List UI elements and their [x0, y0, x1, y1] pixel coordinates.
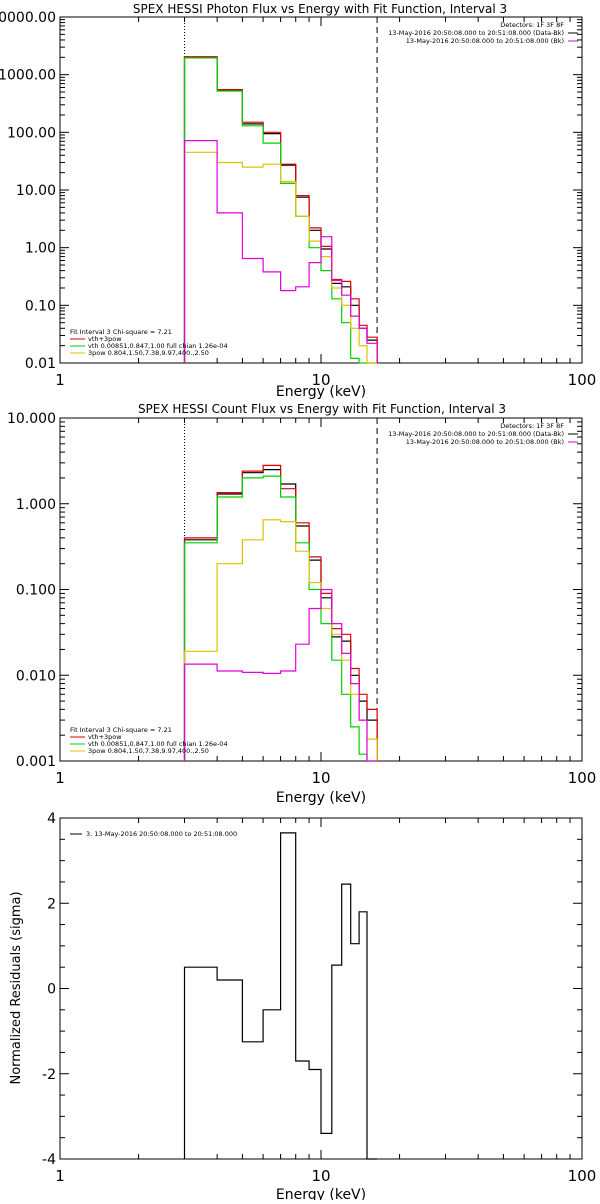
legend-entry: 13-May-2016 20:50:08.000 to 20:51:08.000…: [388, 430, 564, 438]
y-tick-label: 0.100: [16, 583, 56, 599]
y-tick-label: -4: [42, 1152, 56, 1168]
legend-entry: 13-May-2016 20:50:08.000 to 20:51:08.000…: [406, 438, 564, 446]
residuals-panel: 1 10 100 -4 -2 0 2 4 3. 13-May-2016 20:50:08.00…: [9, 811, 596, 1203]
series-bk: [183, 588, 378, 762]
count-flux-series: [183, 464, 378, 762]
y-tick-label: -2: [42, 1067, 56, 1083]
y-tick-label: 0.010: [16, 668, 56, 684]
count-flux-axis-ticks: 1 10 100 0.001 0.010 0.100 1.000 10.000: [7, 411, 596, 787]
legend-entry: 3pow 0.804,1.50,7.38,9.97,400.,2.50: [88, 349, 209, 357]
legend-entry: Detectors: 1F 3F 8F: [500, 21, 564, 29]
y-tick-label: 0.01: [25, 356, 56, 372]
y-tick-label: 1.000: [16, 497, 56, 513]
series-bk: [183, 140, 378, 363]
count-flux-panel: SPEX HESSI Count Flux vs Energy with Fit…: [7, 402, 596, 806]
residuals-series: [183, 832, 378, 1160]
legend-entry: 13-May-2016 20:50:08.000 to 20:51:08.000…: [406, 37, 564, 45]
legend-entry: Fit Interval 3 Chi-square = 7.21: [70, 328, 172, 336]
y-tick-label: 1.00: [25, 241, 56, 257]
series-3pow: [183, 519, 378, 761]
photon-flux-axis-ticks: 1 10 100 0.01 0.10 1.00 10.00 100.00 1000.00 1000…: [0, 10, 596, 389]
x-tick-label: 100: [568, 769, 597, 787]
photon-flux-range-lines: [184, 17, 378, 363]
y-tick-label: 2: [47, 896, 56, 912]
y-tick-label: 100.00: [7, 125, 56, 141]
x-tick-label: 1: [55, 769, 65, 787]
y-tick-label: 4: [47, 811, 56, 827]
residuals-ylabel: Normalized Residuals (sigma): [9, 891, 24, 1084]
legend-entry: 3. 13-May-2016 20:50:08.000 to 20:51:08.…: [86, 830, 237, 838]
residuals-axis-ticks: 1 10 100 -4 -2 0 2 4: [42, 811, 596, 1185]
x-tick-label: 10: [311, 371, 330, 389]
series-residuals: [183, 832, 378, 1160]
x-tick-label: 100: [568, 371, 597, 389]
photon-flux-plot-frame: [59, 16, 583, 364]
x-tick-label: 1: [55, 1167, 65, 1185]
y-tick-label: 0: [47, 982, 56, 998]
photon-flux-panel: SPEX HESSI Photon Flux vs Energy with Fi…: [0, 2, 596, 400]
y-tick-label: 1000.00: [0, 68, 56, 84]
x-tick-label: 1: [55, 371, 65, 389]
residuals-xlabel: Energy (keV): [276, 1187, 366, 1200]
photon-flux-series: [183, 56, 378, 364]
legend-entry: Detectors: 1F 3F 8F: [500, 422, 564, 430]
x-tick-label: 100: [568, 1167, 597, 1185]
legend-entry: 13-May-2016 20:50:08.000 to 20:51:08.000…: [388, 29, 564, 37]
count-flux-xlabel: Energy (keV): [276, 790, 366, 806]
x-tick-label: 10: [311, 769, 330, 787]
legend-entry: vth 0.00851,0.847,1.00 full chian 1.26e-…: [88, 740, 228, 748]
y-tick-label: 0.001: [16, 754, 56, 770]
series-vth: [183, 475, 378, 762]
legend-entry: vth+3pow: [88, 733, 122, 741]
legend-entry: vth+3pow: [88, 335, 122, 343]
legend-entry: Fit Interval 3 Chi-square = 7.21: [70, 726, 172, 734]
y-tick-label: 10.00: [16, 183, 56, 199]
residuals-legends: 3. 13-May-2016 20:50:08.000 to 20:51:08.…: [70, 830, 237, 838]
y-tick-label: 0.10: [25, 298, 56, 314]
series-data-bk: [183, 469, 378, 761]
y-tick-label: 10000.00: [0, 10, 56, 26]
legend-entry: vth 0.00851,0.847,1.00 full chian 1.26e-…: [88, 342, 228, 350]
x-tick-label: 10: [311, 1167, 330, 1185]
y-tick-label: 10.000: [7, 411, 56, 427]
count-flux-title: SPEX HESSI Count Flux vs Energy with Fit…: [138, 402, 506, 416]
series-vth-3pow: [183, 464, 378, 761]
series-vth: [183, 57, 378, 364]
series-vth-3pow: [183, 56, 378, 363]
series-3pow: [183, 151, 378, 364]
photon-flux-title: SPEX HESSI Photon Flux vs Energy with Fi…: [133, 2, 507, 16]
photon-flux-xlabel: Energy (keV): [276, 384, 366, 400]
legend-entry: 3pow 0.804,1.50,7.38,9.97,400.,2.50: [88, 747, 209, 755]
series-data-bk: [183, 56, 378, 363]
